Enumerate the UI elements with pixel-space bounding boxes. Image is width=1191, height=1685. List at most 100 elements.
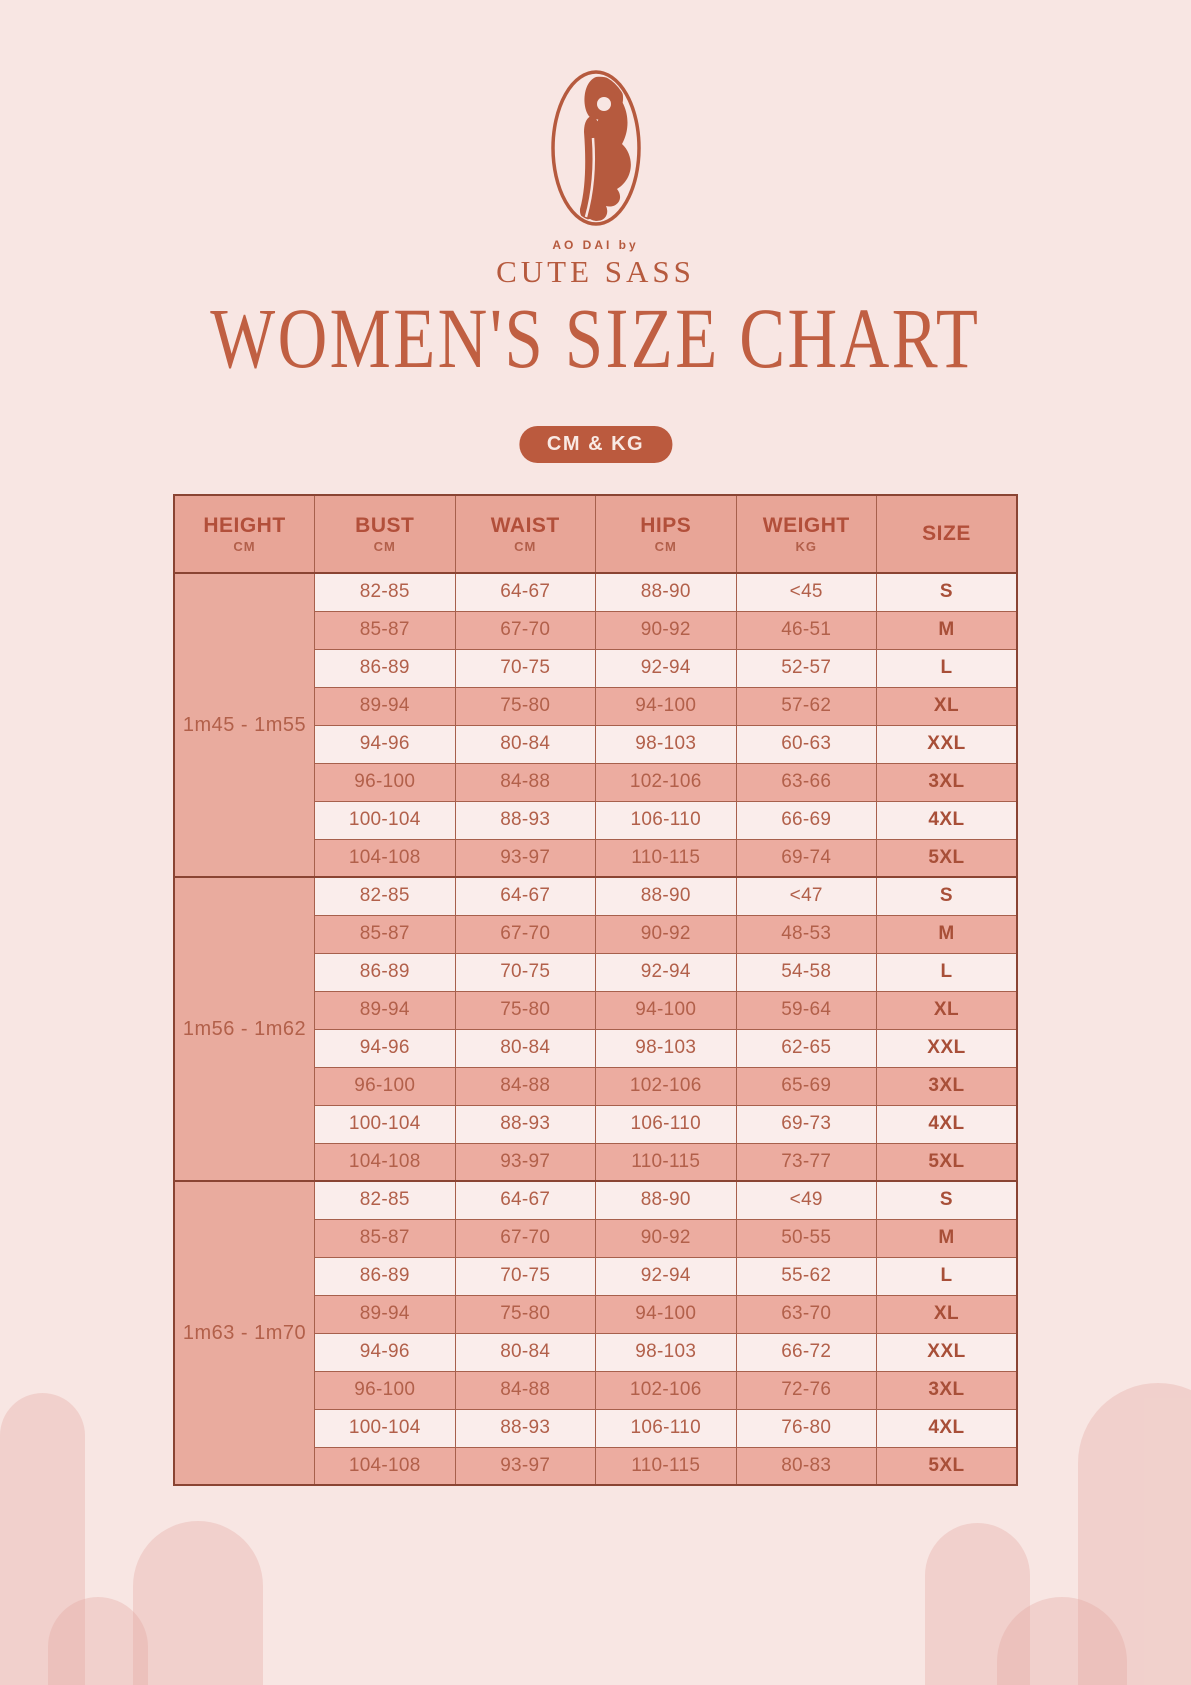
size-row: 1m45 - 1m55 82-85 64-67 88-90 <45 S	[173, 572, 1018, 878]
waist-cell: 93-97	[454, 1142, 596, 1182]
bust-cell: 89-94	[314, 1294, 456, 1334]
size-cell: XL	[876, 1294, 1018, 1334]
waist-cell: 75-80	[454, 686, 596, 726]
waist-cell: 64-67	[454, 876, 596, 916]
waist-cell: 80-84	[454, 1028, 596, 1068]
arch-decoration	[133, 1521, 263, 1685]
size-cell: M	[876, 610, 1018, 650]
header-row: HEIGHT CM BUST CM WAIST CM HIPS CM WEIGHT KG SIZE	[173, 494, 1018, 574]
hips-cell: 94-100	[595, 1294, 737, 1334]
bust-cell: 85-87	[314, 610, 456, 650]
size-cell: M	[876, 1218, 1018, 1258]
column-header-weight: WEIGHT KG	[735, 494, 877, 574]
column-label: HEIGHT	[203, 513, 286, 537]
column-label: BUST	[355, 513, 415, 537]
bust-cell: 96-100	[314, 762, 456, 802]
waist-cell: 88-93	[454, 800, 596, 840]
table-wrap: HEIGHT CM BUST CM WAIST CM HIPS CM WEIGHT KG SIZE 1…	[173, 494, 1018, 1486]
size-row: 104-108 93-97 110-115 69-74 5XL	[174, 838, 1018, 878]
brand-tagline: AO DAI by	[552, 238, 639, 252]
waist-cell: 80-84	[454, 1332, 596, 1372]
size-cell: 3XL	[876, 1370, 1018, 1410]
waist-cell: 75-80	[454, 990, 596, 1030]
bust-cell: 89-94	[314, 686, 456, 726]
weight-cell: 66-69	[735, 800, 877, 840]
size-cell: 5XL	[876, 838, 1018, 878]
size-row: 86-89 70-75 92-94 55-62 L	[174, 1256, 1018, 1296]
waist-cell: 70-75	[454, 1256, 596, 1296]
size-row: 94-96 80-84 98-103 62-65 XXL	[174, 1028, 1018, 1068]
page-title: WOMEN'S SIZE CHART	[210, 290, 981, 386]
weight-cell: 50-55	[735, 1218, 877, 1258]
size-cell: S	[876, 1180, 1018, 1220]
table-header: HEIGHT CM BUST CM WAIST CM HIPS CM WEIGHT KG SIZE	[173, 494, 1018, 574]
bust-cell: 82-85	[314, 876, 456, 916]
hips-cell: 92-94	[595, 1256, 737, 1296]
hips-cell: 110-115	[595, 1142, 737, 1182]
weight-cell: 76-80	[735, 1408, 877, 1448]
height-group-1: 1m45 - 1m55 82-85 64-67 88-90 <45 S 85-87 67-70…	[173, 572, 1018, 878]
waist-cell: 93-97	[454, 1446, 596, 1486]
size-row: 94-96 80-84 98-103 60-63 XXL	[174, 724, 1018, 764]
weight-cell: 63-70	[735, 1294, 877, 1334]
size-cell: L	[876, 1256, 1018, 1296]
weight-cell: 73-77	[735, 1142, 877, 1182]
hips-cell: 110-115	[595, 1446, 737, 1486]
waist-cell: 67-70	[454, 1218, 596, 1258]
waist-cell: 75-80	[454, 1294, 596, 1334]
waist-cell: 64-67	[454, 1180, 596, 1220]
weight-cell: 69-74	[735, 838, 877, 878]
column-label: WEIGHT	[762, 513, 850, 537]
unit-badge: CM & KG	[518, 426, 673, 463]
size-cell: 4XL	[876, 1104, 1018, 1144]
column-unit: CM	[233, 538, 256, 554]
bust-cell: 104-108	[314, 838, 456, 878]
column-label: WAIST	[490, 513, 560, 537]
height-range-cell: 1m56 - 1m62	[173, 876, 315, 1182]
weight-cell: <47	[735, 876, 877, 916]
arch-decoration	[0, 1393, 85, 1685]
size-row: 85-87 67-70 90-92 50-55 M	[174, 1218, 1018, 1258]
size-row: 86-89 70-75 92-94 52-57 L	[174, 648, 1018, 688]
size-cell: XL	[876, 686, 1018, 726]
waist-cell: 67-70	[454, 914, 596, 954]
hips-cell: 88-90	[595, 572, 737, 612]
size-cell: 4XL	[876, 800, 1018, 840]
hips-cell: 92-94	[595, 648, 737, 688]
hips-cell: 106-110	[595, 1408, 737, 1448]
column-header-size: SIZE	[876, 494, 1018, 574]
size-cell: 3XL	[876, 762, 1018, 802]
weight-cell: 80-83	[735, 1446, 877, 1486]
hips-cell: 98-103	[595, 1332, 737, 1372]
waist-cell: 80-84	[454, 724, 596, 764]
waist-cell: 70-75	[454, 952, 596, 992]
waist-cell: 84-88	[454, 1370, 596, 1410]
waist-cell: 64-67	[454, 572, 596, 612]
size-table: HEIGHT CM BUST CM WAIST CM HIPS CM WEIGHT KG SIZE 1…	[173, 494, 1018, 1486]
bust-cell: 100-104	[314, 1104, 456, 1144]
bust-cell: 96-100	[314, 1370, 456, 1410]
hips-cell: 94-100	[595, 686, 737, 726]
column-label: SIZE	[922, 522, 971, 545]
waist-cell: 84-88	[454, 762, 596, 802]
arch-decoration	[925, 1523, 1030, 1685]
bust-cell: 85-87	[314, 914, 456, 954]
size-cell: S	[876, 572, 1018, 612]
size-row: 86-89 70-75 92-94 54-58 L	[174, 952, 1018, 992]
size-cell: L	[876, 648, 1018, 688]
bust-cell: 94-96	[314, 1028, 456, 1068]
bust-cell: 104-108	[314, 1446, 456, 1486]
size-cell: 4XL	[876, 1408, 1018, 1448]
size-row: 85-87 67-70 90-92 48-53 M	[174, 914, 1018, 954]
bust-cell: 86-89	[314, 1256, 456, 1296]
weight-cell: 62-65	[735, 1028, 877, 1068]
size-row: 96-100 84-88 102-106 65-69 3XL	[174, 1066, 1018, 1106]
bust-cell: 86-89	[314, 648, 456, 688]
waist-cell: 88-93	[454, 1104, 596, 1144]
waist-cell: 70-75	[454, 648, 596, 688]
waist-cell: 84-88	[454, 1066, 596, 1106]
size-cell: 5XL	[876, 1142, 1018, 1182]
hips-cell: 90-92	[595, 1218, 737, 1258]
brand-name: CUTE SASS	[496, 254, 695, 289]
